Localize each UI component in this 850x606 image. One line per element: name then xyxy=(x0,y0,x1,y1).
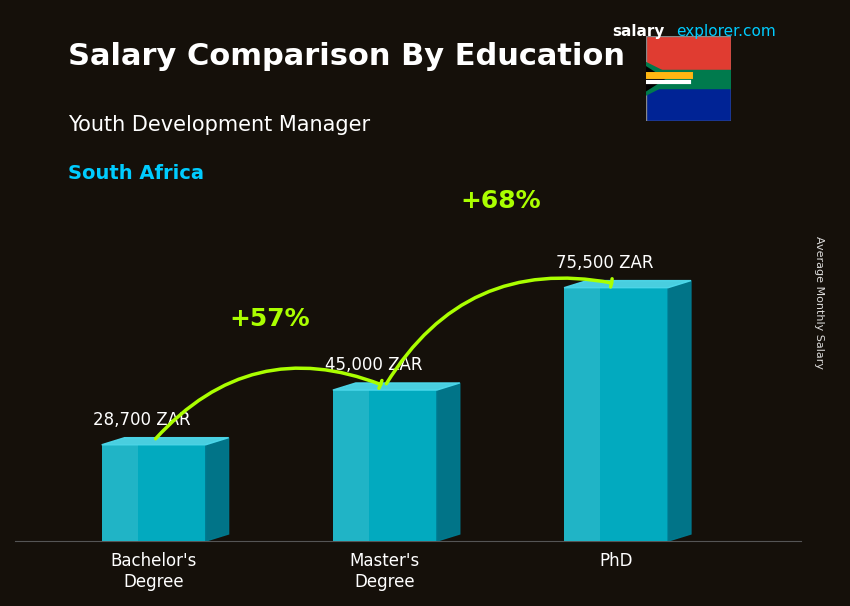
Bar xyxy=(646,79,731,121)
Text: Youth Development Manager: Youth Development Manager xyxy=(68,115,370,135)
Polygon shape xyxy=(646,62,680,96)
Polygon shape xyxy=(646,66,666,92)
FancyBboxPatch shape xyxy=(333,390,437,541)
Polygon shape xyxy=(437,383,460,541)
Text: 75,500 ZAR: 75,500 ZAR xyxy=(556,254,654,272)
FancyBboxPatch shape xyxy=(564,288,600,541)
Text: Average Monthly Salary: Average Monthly Salary xyxy=(814,236,824,370)
Text: salary: salary xyxy=(612,24,665,39)
Polygon shape xyxy=(564,281,691,288)
Text: explorer.com: explorer.com xyxy=(676,24,775,39)
Text: South Africa: South Africa xyxy=(68,164,204,182)
Bar xyxy=(646,36,731,79)
Text: +68%: +68% xyxy=(460,189,541,213)
FancyBboxPatch shape xyxy=(102,445,138,541)
Polygon shape xyxy=(102,438,229,445)
Text: Salary Comparison By Education: Salary Comparison By Education xyxy=(68,42,625,72)
Polygon shape xyxy=(333,383,460,390)
Polygon shape xyxy=(206,438,229,541)
FancyBboxPatch shape xyxy=(102,445,206,541)
Text: 28,700 ZAR: 28,700 ZAR xyxy=(94,411,191,429)
Text: +57%: +57% xyxy=(229,307,309,331)
FancyBboxPatch shape xyxy=(564,288,668,541)
Polygon shape xyxy=(668,281,691,541)
FancyBboxPatch shape xyxy=(333,390,369,541)
Text: 45,000 ZAR: 45,000 ZAR xyxy=(325,356,422,375)
